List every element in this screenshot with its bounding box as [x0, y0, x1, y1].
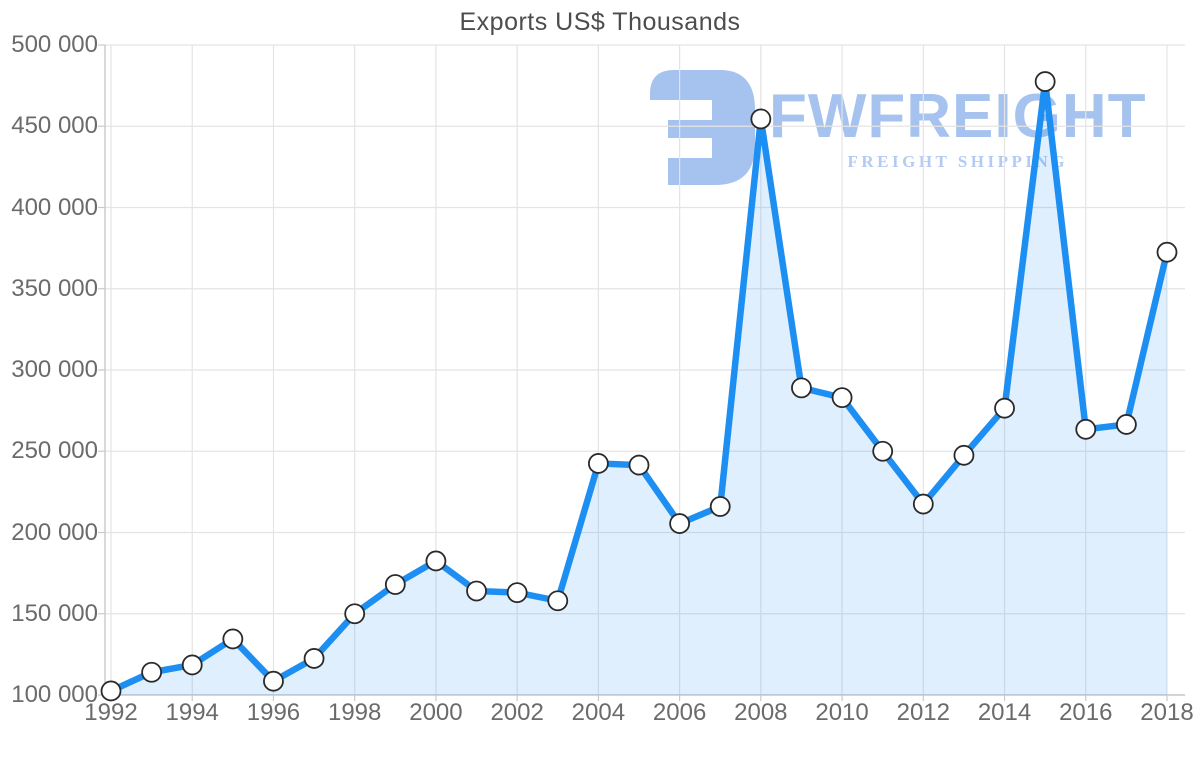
data-point-marker — [425, 550, 447, 572]
data-point-marker — [506, 582, 528, 604]
series-area — [111, 81, 1167, 695]
watermark-tagline: FREIGHT SHIPPING — [847, 152, 1069, 171]
data-point-marker — [100, 680, 122, 702]
data-point-marker — [181, 654, 203, 676]
data-point-marker — [872, 440, 894, 462]
data-point-marker — [587, 453, 609, 474]
data-point-marker — [750, 108, 772, 130]
watermark-brand: FWFREIGHT — [769, 82, 1147, 151]
watermark-text: FWFREIGHT FREIGHT SHIPPING — [769, 70, 1147, 172]
data-point-marker — [263, 670, 284, 692]
data-point-marker — [994, 397, 1015, 419]
data-point-marker — [303, 648, 325, 669]
chart-title: Exports US$ Thousands — [459, 8, 741, 36]
watermark: FWFREIGHT FREIGHT SHIPPING — [650, 70, 1147, 185]
data-point-marker — [141, 661, 163, 683]
data-point-marker — [222, 628, 244, 650]
data-point-marker — [1075, 418, 1097, 440]
data-point-marker — [1156, 241, 1178, 263]
data-point-marker — [831, 387, 853, 409]
data-point-marker — [466, 580, 487, 602]
data-point-marker — [1034, 71, 1056, 92]
data-point-marker — [912, 493, 934, 515]
data-point-marker — [547, 590, 569, 612]
data-point-marker — [628, 454, 650, 476]
fwfreight-logo-icon — [650, 70, 755, 185]
data-point-marker — [953, 444, 975, 466]
data-point-marker — [791, 377, 812, 399]
data-point-marker — [709, 496, 731, 517]
data-point-marker — [384, 574, 406, 595]
data-point-marker — [669, 513, 691, 534]
data-point-marker — [1115, 414, 1137, 435]
data-point-marker — [344, 603, 366, 625]
